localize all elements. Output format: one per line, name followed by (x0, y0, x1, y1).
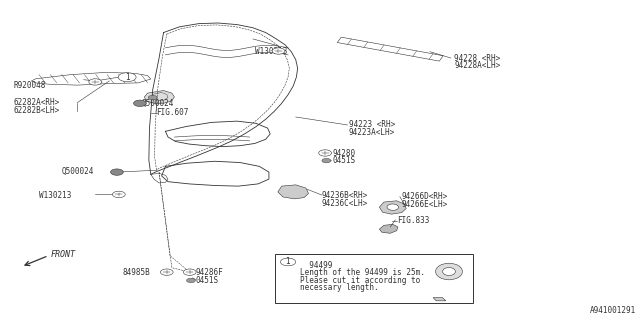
Text: 0451S: 0451S (195, 276, 219, 284)
Text: 94228A<LH>: 94228A<LH> (454, 61, 500, 70)
Polygon shape (380, 224, 398, 233)
Text: 94280: 94280 (333, 149, 356, 158)
Circle shape (319, 150, 332, 156)
Ellipse shape (387, 204, 399, 210)
Circle shape (161, 269, 173, 275)
Circle shape (134, 100, 147, 107)
Text: Q500024: Q500024 (61, 167, 93, 176)
Text: 0451S: 0451S (333, 156, 356, 165)
Text: 94223A<LH>: 94223A<LH> (349, 128, 395, 137)
Circle shape (280, 258, 296, 266)
Circle shape (113, 191, 125, 197)
Text: 1: 1 (125, 73, 129, 82)
Polygon shape (31, 72, 151, 85)
Text: W130213: W130213 (255, 46, 287, 56)
Text: W130213: W130213 (39, 190, 72, 200)
Circle shape (118, 73, 136, 82)
Text: 62282B<LH>: 62282B<LH> (13, 106, 60, 115)
Polygon shape (278, 185, 308, 199)
Text: Please cut it according to: Please cut it according to (300, 276, 420, 285)
Text: 94228 <RH>: 94228 <RH> (454, 53, 500, 62)
Text: R920048: R920048 (13, 81, 46, 90)
Text: 94236B<RH>: 94236B<RH> (322, 191, 368, 200)
Circle shape (111, 169, 124, 175)
Ellipse shape (443, 268, 456, 276)
Text: 94266E<LH>: 94266E<LH> (401, 200, 447, 209)
Text: 94286F: 94286F (195, 268, 223, 277)
Text: 1: 1 (285, 258, 291, 267)
Text: A941001291: A941001291 (590, 307, 636, 316)
Text: necessary length.: necessary length. (300, 283, 378, 292)
Circle shape (186, 278, 195, 283)
Polygon shape (433, 298, 446, 301)
Text: Length of the 94499 is 25m.: Length of the 94499 is 25m. (300, 268, 424, 277)
Circle shape (183, 269, 196, 275)
Text: 84985B: 84985B (122, 268, 150, 277)
Ellipse shape (436, 263, 463, 280)
Circle shape (148, 95, 157, 100)
Text: 62282A<RH>: 62282A<RH> (13, 98, 60, 107)
Polygon shape (337, 37, 444, 61)
Circle shape (322, 158, 331, 163)
Polygon shape (380, 201, 406, 214)
Text: 94266D<RH>: 94266D<RH> (401, 192, 447, 201)
Circle shape (272, 48, 285, 54)
Text: FRONT: FRONT (51, 251, 76, 260)
Text: 94223 <RH>: 94223 <RH> (349, 120, 395, 130)
Polygon shape (145, 91, 174, 103)
Text: FIG.833: FIG.833 (397, 216, 429, 225)
Text: 94499: 94499 (300, 261, 332, 270)
Text: Q500024: Q500024 (141, 99, 173, 108)
Text: 94236C<LH>: 94236C<LH> (322, 199, 368, 208)
FancyBboxPatch shape (275, 254, 473, 303)
Text: FIG.607: FIG.607 (156, 108, 188, 117)
Circle shape (89, 79, 102, 85)
